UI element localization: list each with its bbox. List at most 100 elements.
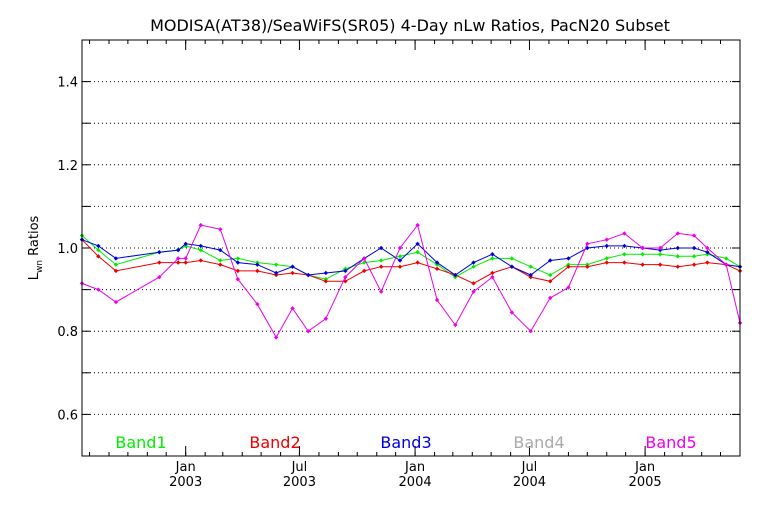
- data-point: [397, 245, 403, 251]
- data-point: [723, 256, 729, 261]
- data-point: [198, 258, 203, 263]
- legend-item-band2: Band2: [249, 433, 300, 452]
- data-point: [96, 243, 101, 249]
- data-point: [218, 258, 223, 263]
- x-tick-year: 2003: [283, 475, 316, 490]
- data-point: [604, 256, 609, 261]
- legend-item-band5: Band5: [645, 433, 696, 452]
- data-point: [235, 260, 241, 265]
- x-tick-month: Jan: [175, 460, 196, 475]
- data-point: [705, 260, 710, 265]
- data-point: [343, 274, 348, 280]
- data-point: [273, 335, 279, 340]
- data-point: [218, 247, 223, 253]
- x-tick-month: Jul: [521, 460, 538, 475]
- y-tick-label: 1.0: [57, 242, 78, 257]
- data-point: [218, 262, 223, 267]
- data-point: [434, 266, 440, 271]
- data-point: [548, 258, 553, 263]
- data-point: [96, 254, 101, 259]
- data-point: [96, 287, 101, 292]
- series-line: [81, 239, 741, 284]
- series-lines: [79, 222, 743, 340]
- data-point: [323, 270, 329, 276]
- data-point: [691, 233, 697, 238]
- series-line: [81, 223, 741, 339]
- legend-item-band3: Band3: [380, 433, 431, 452]
- series-line: [81, 235, 741, 280]
- data-point: [585, 245, 590, 251]
- data-point: [113, 299, 119, 305]
- data-point: [434, 297, 440, 303]
- data-point: [604, 243, 609, 249]
- data-point: [397, 264, 403, 269]
- data-point: [657, 262, 663, 267]
- data-point: [323, 279, 329, 284]
- data-point: [705, 249, 710, 255]
- series-band2: [79, 237, 743, 286]
- axis-ticks: [82, 40, 740, 456]
- data-point: [434, 260, 440, 265]
- x-tick-year: 2004: [513, 475, 546, 490]
- data-point: [235, 277, 241, 282]
- data-point: [397, 254, 403, 259]
- data-point: [675, 231, 680, 236]
- x-tick-year: 2005: [629, 475, 662, 490]
- data-point: [378, 245, 384, 251]
- data-point: [490, 270, 495, 276]
- y-tick-label: 1.2: [57, 159, 78, 174]
- data-point: [198, 243, 203, 249]
- data-point: [471, 281, 476, 286]
- data-point: [306, 272, 311, 278]
- data-point: [378, 258, 384, 263]
- data-point: [509, 264, 515, 269]
- legend: Band1 Band2 Band3 Band4 Band5: [115, 433, 696, 452]
- data-point: [157, 274, 162, 280]
- data-point: [113, 262, 119, 267]
- data-point: [622, 231, 627, 236]
- y-axis-label: Lwn Ratios: [27, 215, 45, 280]
- x-tick-month: Jan: [404, 460, 425, 475]
- data-point: [691, 245, 697, 251]
- data-point: [566, 264, 571, 269]
- x-tick-year: 2004: [399, 475, 432, 490]
- data-point: [471, 289, 476, 294]
- data-point: [273, 262, 279, 267]
- data-point: [490, 256, 495, 261]
- x-tick-month: Jan: [634, 460, 655, 475]
- series-band5: [79, 222, 743, 340]
- data-point: [183, 241, 188, 247]
- data-point: [96, 247, 101, 253]
- data-point: [273, 270, 279, 276]
- legend-item-band1: Band1: [115, 433, 166, 452]
- data-point: [235, 268, 241, 274]
- data-point: [415, 222, 420, 228]
- plot-frame: [81, 39, 741, 457]
- data-point: [691, 262, 697, 267]
- data-point: [548, 295, 553, 301]
- data-point: [343, 268, 348, 274]
- data-point: [183, 260, 188, 265]
- data-point: [723, 262, 729, 267]
- data-point: [528, 329, 533, 334]
- data-point: [471, 260, 476, 265]
- data-point: [255, 262, 260, 267]
- data-point: [361, 268, 367, 274]
- x-tick-year: 2003: [169, 475, 202, 490]
- data-point: [113, 268, 119, 274]
- data-point: [471, 264, 476, 269]
- data-point: [453, 272, 458, 278]
- data-point: [622, 252, 627, 257]
- y-tick-label: 1.4: [57, 76, 78, 91]
- chart-title: MODISA(AT38)/SeaWiFS(SR05) 4-Day nLw Rat…: [150, 16, 670, 35]
- data-point: [548, 279, 553, 284]
- data-point: [657, 252, 663, 257]
- grid-lines: [82, 81, 740, 415]
- data-point: [509, 310, 515, 315]
- data-point: [290, 270, 295, 276]
- data-point: [566, 285, 571, 290]
- data-point: [235, 256, 241, 261]
- data-point: [604, 260, 609, 265]
- data-point: [397, 258, 403, 263]
